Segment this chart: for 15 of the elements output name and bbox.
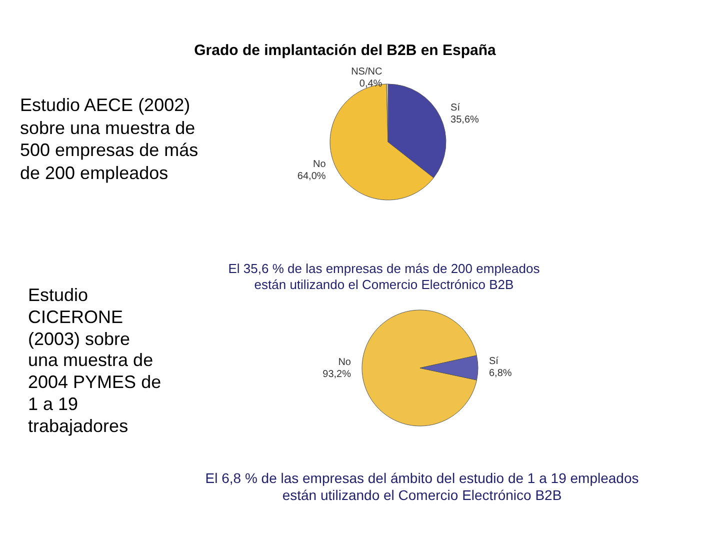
slice-label: No	[338, 356, 352, 368]
chart-title: Grado de implantación del B2B en España	[194, 42, 497, 59]
slice-label: Sí	[450, 102, 460, 114]
slice-label: NS/NC	[351, 66, 382, 78]
data-label: 6,8%	[489, 368, 512, 380]
text: El 6,8 % de las empresas del ámbito del estudio de 1 a 19 empleados están utilizando el Comercio Electrónico B2B	[204, 470, 640, 503]
slice-label: No	[312, 159, 326, 170]
slice-label: Sí	[489, 356, 499, 368]
data-label: 0,4%	[359, 78, 382, 90]
data-label: 93,2%	[322, 368, 352, 380]
data-label: 35,6%	[450, 114, 480, 126]
text: Estudio AECE (2002) sobre una muestra de 500 empresas de más de 200 empleados	[20, 94, 200, 184]
text: El 35,6 % de las empresas de más de 200 empleados están utilizando el Comercio Electrónico B2B	[227, 261, 541, 293]
text: Estudio CICERONE (2003) sobre una muestra de 2004 PYMES de 1 a 19 trabajadores	[28, 285, 162, 438]
data-label: 64,0%	[297, 171, 326, 182]
